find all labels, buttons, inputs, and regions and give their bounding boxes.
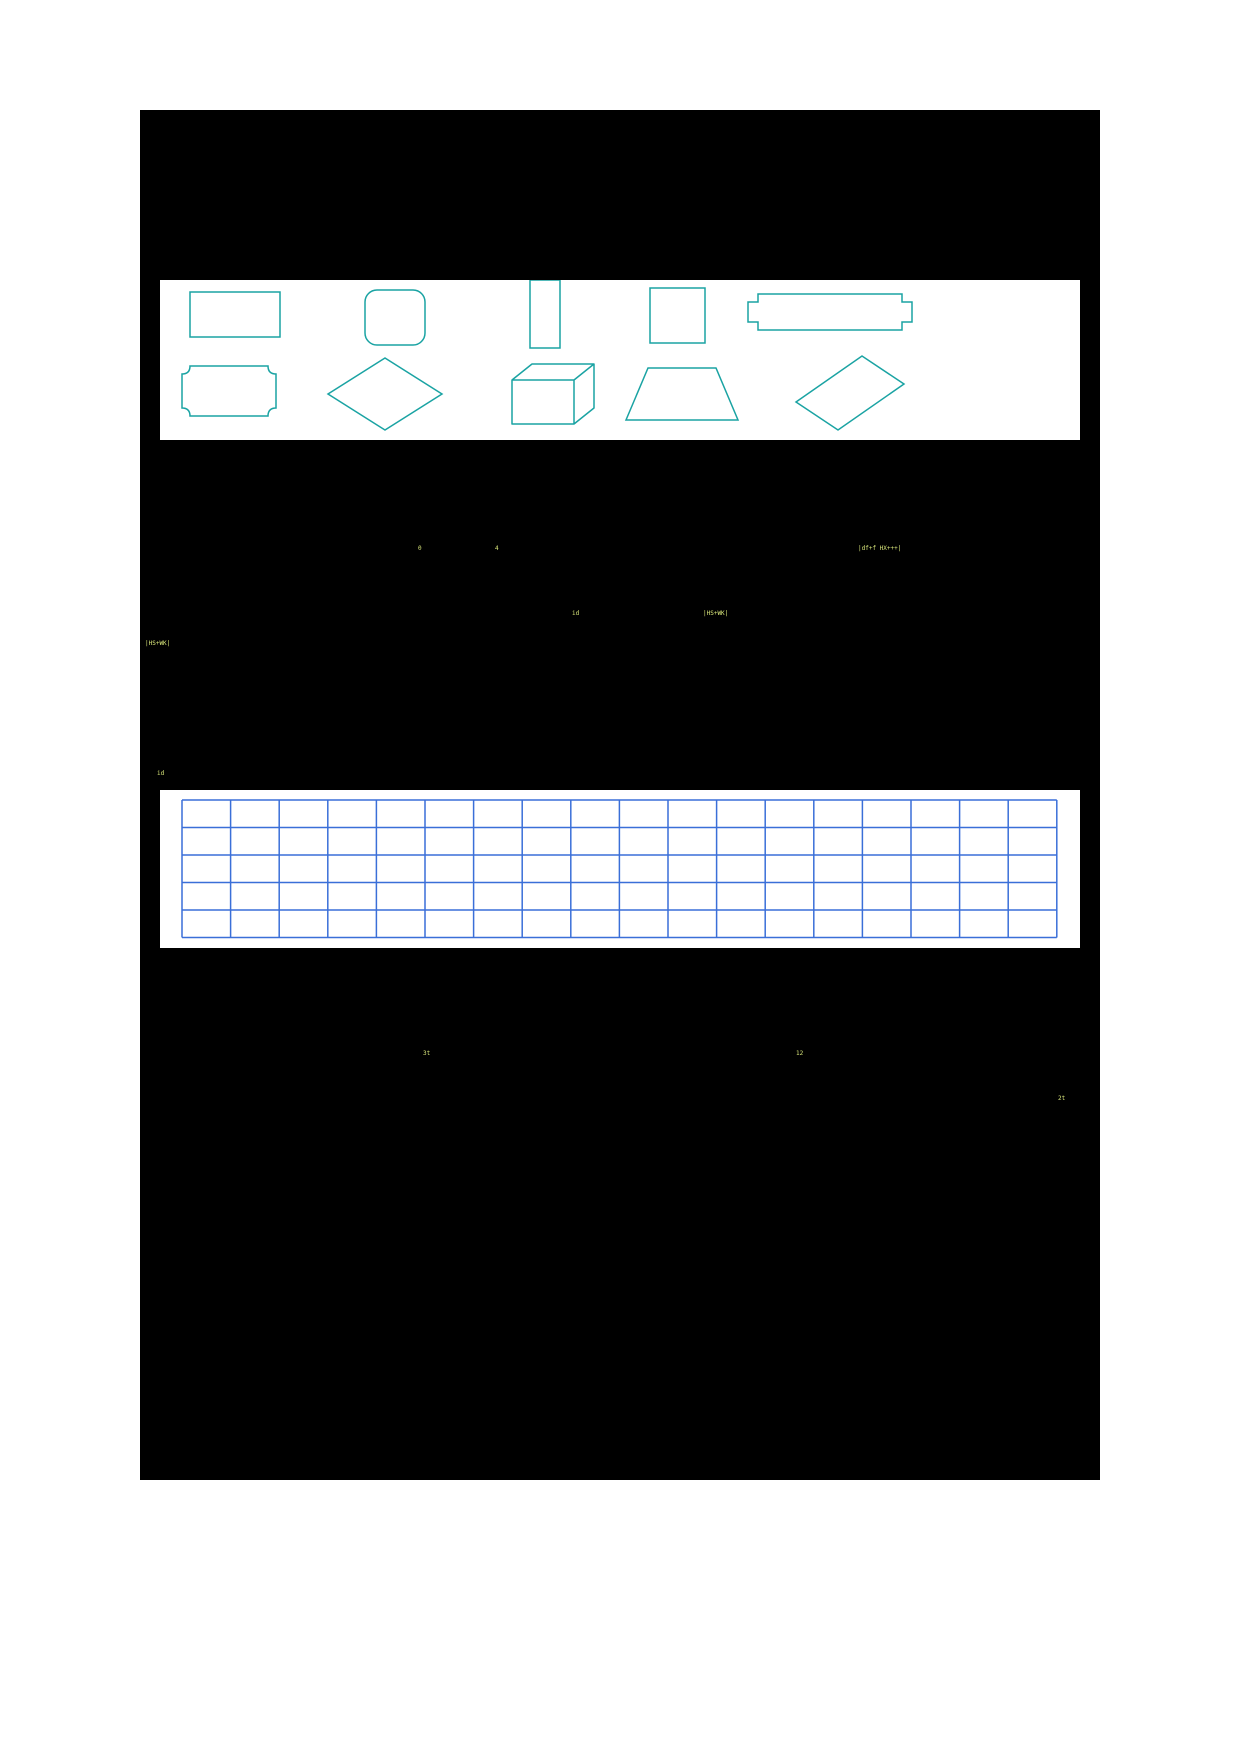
micro-label-8: 12: [796, 1050, 803, 1057]
shape-tall-rect: [530, 280, 560, 348]
micro-label-3: id: [572, 610, 579, 617]
micro-label-6: id: [157, 770, 164, 777]
shape-rectangle: [190, 292, 280, 337]
shape-square: [650, 288, 705, 343]
micro-label-0: 0: [418, 545, 422, 552]
shape-tilted-rect: [796, 356, 904, 430]
page-canvas: 0 4 |df+f HX+++| id |HS+WK| |HS+WK| id 3t 12 2t: [140, 110, 1100, 1480]
shape-rounded-rect: [365, 290, 425, 345]
shapes-svg: [160, 280, 1080, 440]
shape-diamond: [328, 358, 442, 430]
micro-label-1: 4: [495, 545, 499, 552]
micro-label-7: 3t: [423, 1050, 430, 1057]
grid-panel: [160, 790, 1080, 948]
shapes-panel: [160, 280, 1080, 440]
micro-label-5: |HS+WK|: [145, 640, 170, 647]
shape-ticket: [182, 366, 276, 416]
shape-trapezoid: [626, 368, 738, 420]
micro-label-4: |HS+WK|: [703, 610, 728, 617]
micro-label-2: |df+f HX+++|: [858, 545, 901, 552]
micro-label-9: 2t: [1058, 1095, 1065, 1102]
shape-notched-bar: [748, 294, 912, 330]
grid-lines: [160, 790, 1080, 948]
shape-cuboid: [512, 364, 594, 424]
